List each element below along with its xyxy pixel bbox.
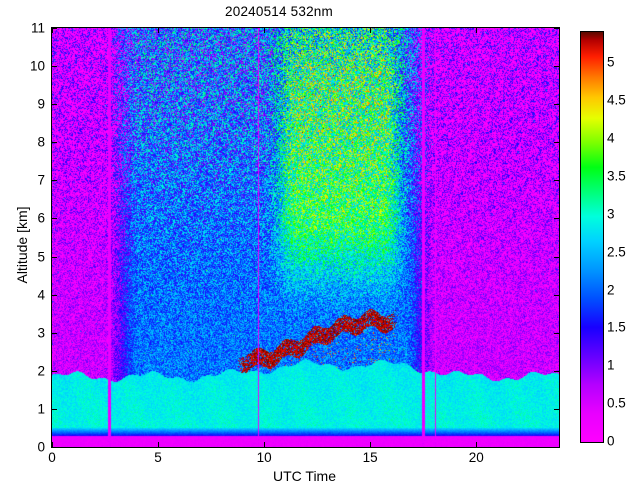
y-tick-mark bbox=[554, 142, 559, 144]
x-tick-mark bbox=[264, 442, 266, 447]
y-tick-mark bbox=[52, 447, 57, 448]
y-tick-label: 3 bbox=[37, 325, 45, 341]
colorbar-tick-label: 3 bbox=[607, 206, 615, 222]
colorbar-tick-label: 5 bbox=[607, 54, 615, 70]
x-tick-mark bbox=[52, 442, 53, 447]
y-tick-mark bbox=[52, 256, 57, 258]
y-tick-mark bbox=[52, 104, 57, 106]
x-tick-mark bbox=[52, 28, 53, 33]
colorbar-tick-label: 1 bbox=[607, 357, 615, 373]
y-tick-label: 6 bbox=[37, 210, 45, 226]
y-tick-mark bbox=[52, 218, 57, 220]
x-tick-mark bbox=[370, 442, 372, 447]
x-tick-label: 10 bbox=[256, 450, 272, 465]
colorbar-tick-label: 0 bbox=[607, 433, 615, 449]
x-tick-mark bbox=[476, 442, 478, 447]
y-tick-mark bbox=[554, 370, 559, 372]
x-tick-mark bbox=[476, 28, 478, 33]
y-tick-label: 5 bbox=[37, 249, 45, 265]
x-tick-label: 20 bbox=[468, 450, 484, 465]
y-tick-mark bbox=[554, 256, 559, 258]
y-tick-mark bbox=[554, 408, 559, 410]
y-tick-mark bbox=[52, 294, 57, 296]
y-tick-label: 1 bbox=[37, 401, 45, 417]
colorbar-tick-label: 4.5 bbox=[607, 92, 626, 108]
y-tick-mark bbox=[554, 180, 559, 182]
colorbar-tick-label: 2 bbox=[607, 282, 615, 298]
colorbar-tick-label: 4 bbox=[607, 130, 615, 146]
y-tick-label: 11 bbox=[30, 20, 45, 36]
backscatter-heatmap[interactable] bbox=[52, 28, 559, 447]
colorbar-tick-label: 0.5 bbox=[607, 395, 626, 411]
y-tick-label: 2 bbox=[37, 363, 45, 379]
y-axis-label: Altitude [km] bbox=[14, 206, 30, 284]
page-title: 20240514 532nm bbox=[225, 4, 333, 19]
y-tick-mark bbox=[554, 294, 559, 296]
y-tick-label: 0 bbox=[37, 439, 45, 455]
y-tick-label: 10 bbox=[29, 58, 45, 74]
colorbar-tick-label: 2.5 bbox=[607, 244, 626, 260]
colorbar-tick-label: 1.5 bbox=[607, 319, 626, 335]
y-tick-mark bbox=[554, 66, 559, 68]
x-tick-label: 5 bbox=[154, 450, 162, 465]
colorbar-gradient bbox=[581, 32, 603, 442]
y-tick-label: 4 bbox=[37, 287, 45, 303]
y-tick-label: 8 bbox=[37, 134, 45, 150]
y-tick-mark bbox=[52, 180, 57, 182]
x-tick-label: 0 bbox=[48, 450, 56, 465]
x-tick-mark bbox=[158, 28, 160, 33]
x-tick-mark bbox=[370, 28, 372, 33]
heatmap-axes[interactable] bbox=[51, 27, 560, 448]
y-tick-mark bbox=[52, 28, 57, 29]
x-tick-mark bbox=[158, 442, 160, 447]
y-tick-mark bbox=[554, 332, 559, 334]
x-tick-label: 15 bbox=[362, 450, 378, 465]
y-tick-mark bbox=[554, 104, 559, 106]
y-tick-label: 7 bbox=[37, 172, 45, 188]
y-tick-mark bbox=[52, 332, 57, 334]
x-axis-label: UTC Time bbox=[273, 468, 336, 484]
colorbar-tick-label: 3.5 bbox=[607, 168, 626, 184]
y-tick-mark bbox=[554, 447, 559, 448]
colorbar[interactable] bbox=[580, 31, 604, 443]
x-tick-mark bbox=[264, 28, 266, 33]
y-tick-mark bbox=[52, 370, 57, 372]
y-tick-label: 9 bbox=[37, 96, 45, 112]
y-tick-mark bbox=[554, 28, 559, 29]
y-tick-mark bbox=[52, 66, 57, 68]
y-tick-mark bbox=[52, 142, 57, 144]
y-tick-mark bbox=[52, 408, 57, 410]
y-tick-mark bbox=[554, 218, 559, 220]
